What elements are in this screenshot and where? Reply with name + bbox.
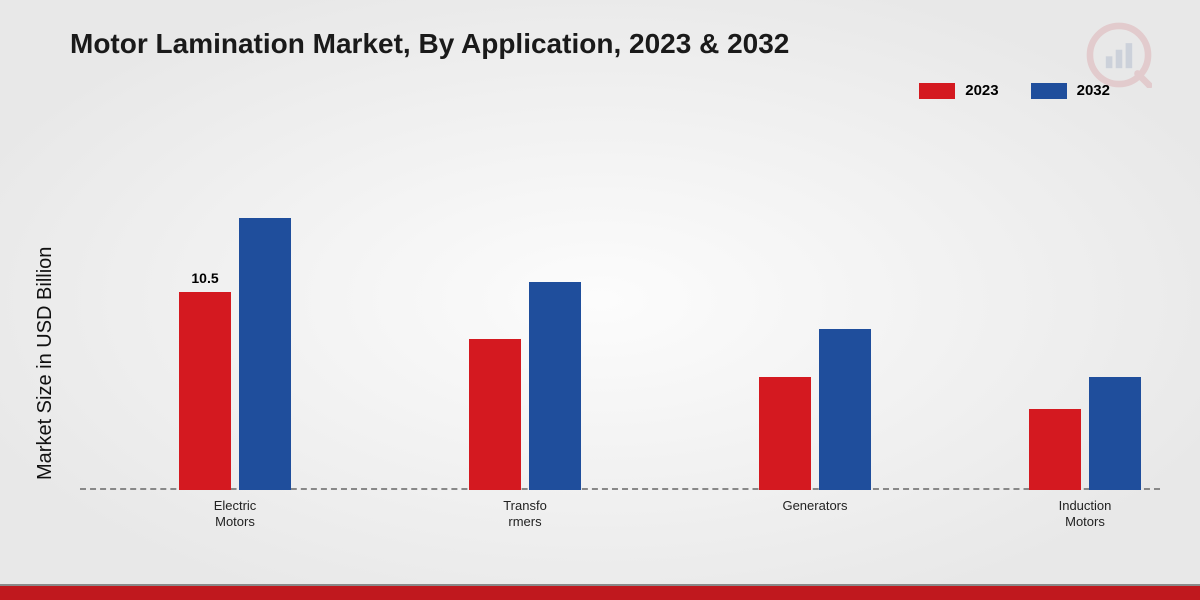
legend-item-2023: 2023 [919, 82, 998, 99]
bar-2032 [529, 282, 581, 490]
bar-group: 10.5 [179, 218, 291, 490]
x-tick-label: Generators [755, 498, 875, 514]
chart-canvas: Motor Lamination Market, By Application,… [0, 0, 1200, 600]
legend: 2023 2032 [919, 82, 1110, 99]
plot-area: 10.5 [80, 150, 1160, 490]
legend-item-2032: 2032 [1031, 82, 1110, 99]
bar-group [759, 329, 871, 490]
legend-label-2032: 2032 [1077, 82, 1110, 99]
bar-2023 [469, 339, 521, 490]
legend-label-2023: 2023 [965, 82, 998, 99]
legend-swatch-2032 [1031, 83, 1067, 99]
x-tick-label: Induction Motors [1025, 498, 1145, 529]
legend-swatch-2023 [919, 83, 955, 99]
x-tick-label: Transfo rmers [465, 498, 585, 529]
bar-2023 [759, 377, 811, 490]
bar-2032 [1089, 377, 1141, 490]
chart-title: Motor Lamination Market, By Application,… [70, 28, 789, 60]
bar-value-label: 10.5 [191, 270, 218, 286]
bar-group [1029, 377, 1141, 490]
bar-2032 [239, 218, 291, 490]
x-tick-label: Electric Motors [175, 498, 295, 529]
watermark-logo [1086, 22, 1152, 88]
y-axis-label: Market Size in USD Billion [34, 247, 57, 480]
bar-2032 [819, 329, 871, 490]
bar-group [469, 282, 581, 490]
bar-2023: 10.5 [179, 292, 231, 490]
footer-bar [0, 586, 1200, 600]
bar-2023 [1029, 409, 1081, 490]
